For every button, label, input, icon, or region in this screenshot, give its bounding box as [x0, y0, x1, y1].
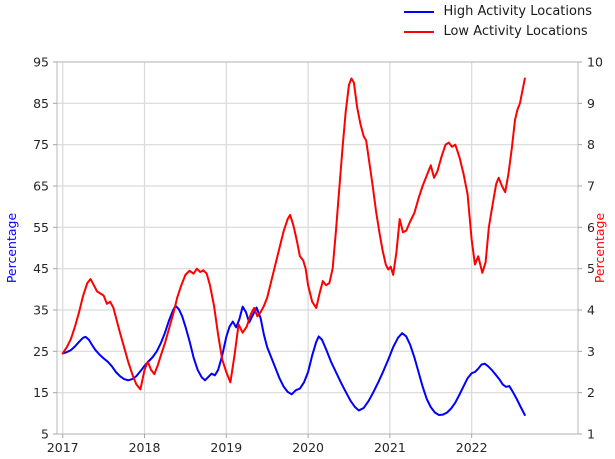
- legend-label: High Activity Locations: [443, 4, 592, 19]
- y-right-tick-label: 3: [587, 344, 595, 359]
- y-left-tick-label: 75: [33, 137, 49, 152]
- y-right-tick-label: 9: [587, 96, 595, 111]
- y-left-tick-label: 65: [33, 179, 49, 194]
- x-tick-label: 2018: [129, 440, 161, 455]
- y-right-tick-label: 7: [587, 179, 595, 194]
- y-right-tick-label: 6: [587, 220, 595, 235]
- y-left-tick-label: 25: [33, 344, 49, 359]
- legend-label: Low Activity Locations: [443, 24, 588, 39]
- y-left-tick-label: 45: [33, 261, 49, 276]
- y-left-tick-label: 35: [33, 303, 49, 318]
- y-left-tick-label: 55: [33, 220, 49, 235]
- y-right-tick-label: 4: [587, 303, 595, 318]
- left-axis-title: Percentage: [4, 213, 19, 284]
- x-tick-label: 2021: [374, 440, 406, 455]
- y-right-tick-label: 5: [587, 261, 595, 276]
- low-activity-line: [61, 77, 526, 391]
- y-right-tick-label: 2: [587, 385, 595, 400]
- y-left-tick-label: 95: [33, 55, 49, 70]
- y-left-tick-label: 5: [41, 427, 49, 442]
- y-right-tick-label: 10: [587, 55, 603, 70]
- x-tick-label: 2022: [456, 440, 488, 455]
- low-activity-line-swatch: [404, 30, 435, 33]
- high-activity-line-swatch: [404, 10, 435, 13]
- right-axis-title: Percentage: [592, 213, 607, 284]
- high-activity-line: [61, 304, 526, 416]
- x-tick-label: 2020: [292, 440, 324, 455]
- x-tick-label: 2019: [210, 440, 242, 455]
- plot-border: [56, 61, 579, 435]
- y-left-tick-label: 15: [33, 385, 49, 400]
- legend-item-high-activity: High Activity Locations: [404, 3, 592, 20]
- y-left-tick-label: 85: [33, 96, 49, 111]
- legend-item-low-activity: Low Activity Locations: [404, 23, 592, 40]
- y-right-tick-label: 8: [587, 137, 595, 152]
- x-tick-label: 2017: [47, 440, 79, 455]
- legend: High Activity Locations Low Activity Loc…: [404, 3, 592, 40]
- y-right-tick-label: 1: [587, 427, 595, 442]
